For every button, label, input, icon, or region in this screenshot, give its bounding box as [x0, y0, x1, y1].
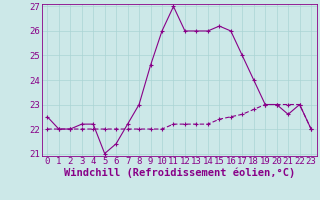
X-axis label: Windchill (Refroidissement éolien,°C): Windchill (Refroidissement éolien,°C) [64, 168, 295, 178]
